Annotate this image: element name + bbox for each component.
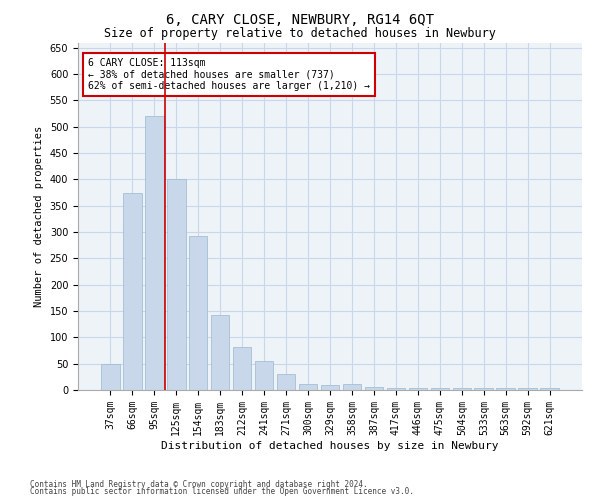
Bar [541, 388, 559, 390]
Bar [277, 374, 295, 390]
Bar [189, 236, 208, 390]
Text: Size of property relative to detached houses in Newbury: Size of property relative to detached ho… [104, 28, 496, 40]
Bar [409, 388, 427, 390]
Bar [211, 315, 229, 390]
Y-axis label: Number of detached properties: Number of detached properties [34, 126, 44, 307]
Bar [299, 384, 317, 390]
Bar [452, 388, 471, 390]
Bar [320, 384, 340, 390]
Bar [386, 388, 405, 390]
Text: 6 CARY CLOSE: 113sqm
← 38% of detached houses are smaller (737)
62% of semi-deta: 6 CARY CLOSE: 113sqm ← 38% of detached h… [88, 58, 370, 92]
Text: 6, CARY CLOSE, NEWBURY, RG14 6QT: 6, CARY CLOSE, NEWBURY, RG14 6QT [166, 12, 434, 26]
Bar [431, 388, 449, 390]
Bar [365, 388, 383, 390]
Bar [475, 388, 493, 390]
Text: Contains public sector information licensed under the Open Government Licence v3: Contains public sector information licen… [30, 487, 414, 496]
Bar [496, 388, 515, 390]
Bar [233, 347, 251, 390]
Bar [145, 116, 164, 390]
Bar [255, 361, 274, 390]
Bar [101, 364, 119, 390]
Bar [518, 388, 537, 390]
Bar [123, 192, 142, 390]
Text: Contains HM Land Registry data © Crown copyright and database right 2024.: Contains HM Land Registry data © Crown c… [30, 480, 368, 489]
X-axis label: Distribution of detached houses by size in Newbury: Distribution of detached houses by size … [161, 440, 499, 450]
Bar [167, 180, 185, 390]
Bar [343, 384, 361, 390]
